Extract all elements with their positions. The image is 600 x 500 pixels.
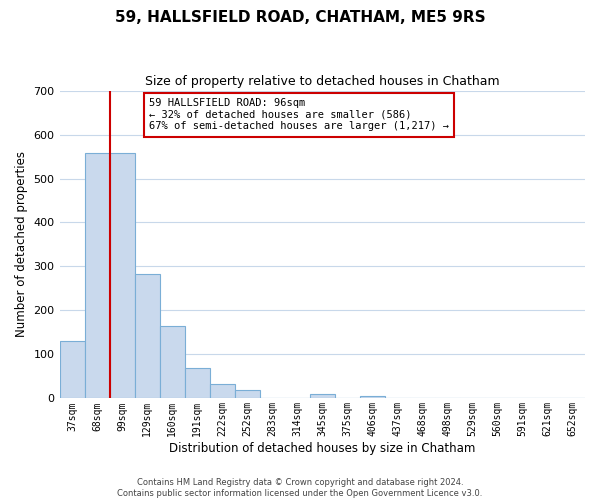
Text: Contains HM Land Registry data © Crown copyright and database right 2024.
Contai: Contains HM Land Registry data © Crown c…	[118, 478, 482, 498]
Text: 59, HALLSFIELD ROAD, CHATHAM, ME5 9RS: 59, HALLSFIELD ROAD, CHATHAM, ME5 9RS	[115, 10, 485, 25]
Bar	[235, 390, 260, 398]
Bar	[110, 154, 134, 398]
Bar	[209, 384, 235, 398]
Y-axis label: Number of detached properties: Number of detached properties	[15, 152, 28, 338]
Title: Size of property relative to detached houses in Chatham: Size of property relative to detached ho…	[145, 75, 500, 88]
Bar	[85, 154, 110, 398]
Bar	[134, 274, 160, 398]
Bar	[310, 394, 335, 398]
Bar	[160, 326, 185, 398]
X-axis label: Distribution of detached houses by size in Chatham: Distribution of detached houses by size …	[169, 442, 475, 455]
Text: 59 HALLSFIELD ROAD: 96sqm
← 32% of detached houses are smaller (586)
67% of semi: 59 HALLSFIELD ROAD: 96sqm ← 32% of detac…	[149, 98, 449, 132]
Bar	[360, 396, 385, 398]
Bar	[59, 341, 85, 398]
Bar	[185, 368, 209, 398]
